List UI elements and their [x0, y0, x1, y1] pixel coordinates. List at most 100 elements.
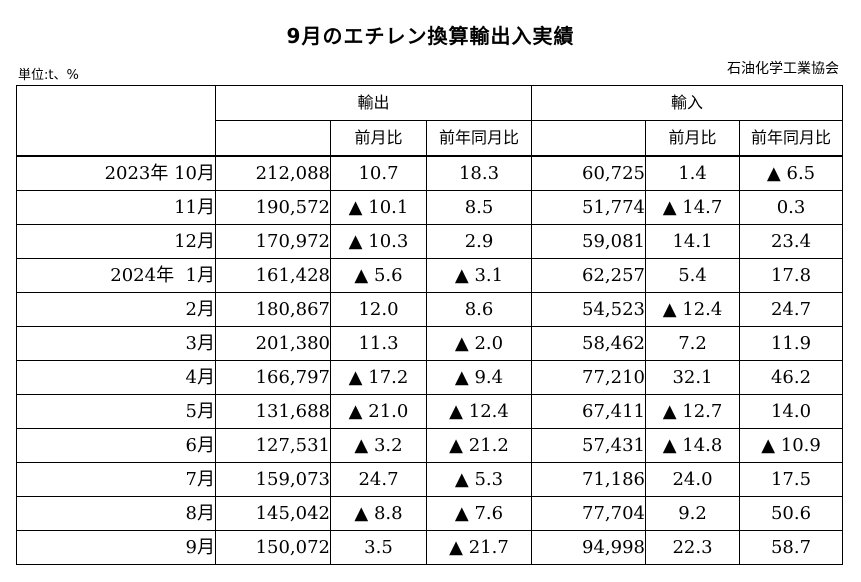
- import-volume-cell: 67,411: [531, 394, 647, 429]
- export-volume-cell: 150,072: [215, 530, 331, 565]
- header-row-subs: 前月比 前年同月比 前月比 前年同月比: [17, 120, 844, 157]
- export-mom-cell: ▲ 10.1: [330, 190, 427, 225]
- import-mom-cell: 7.2: [645, 326, 741, 361]
- import-mom-cell: ▲ 14.7: [645, 190, 741, 225]
- export-mom-cell: ▲ 21.0: [330, 394, 427, 429]
- table-row: 9月 150,072 3.5 ▲ 21.7 94,998 22.3 58.7: [16, 530, 844, 565]
- period-cell: 9月: [16, 530, 216, 565]
- export-volume-cell: 145,042: [215, 496, 331, 531]
- table-row: 2024年 1月 161,428 ▲ 5.6 ▲ 3.1 62,257 5.4 …: [16, 258, 844, 293]
- period-cell: 7月: [16, 462, 216, 497]
- import-volume-cell: 62,257: [531, 258, 647, 293]
- export-volume-cell: 159,073: [215, 462, 331, 497]
- export-yoy-cell: 8.6: [425, 292, 533, 327]
- import-yoy-cell: 17.5: [739, 462, 844, 497]
- table-row: 4月 166,797 ▲ 17.2 ▲ 9.4 77,210 32.1 46.2: [16, 360, 844, 395]
- table-row: 2月 180,867 12.0 8.6 54,523 ▲ 12.4 24.7: [16, 292, 844, 327]
- export-yoy-cell: ▲ 21.7: [425, 530, 533, 565]
- export-mom-cell: 11.3: [330, 326, 427, 361]
- period-cell: 2月: [16, 292, 216, 327]
- header-export-volume: [215, 120, 331, 157]
- import-mom-cell: 32.1: [645, 360, 741, 395]
- header-export-mom: 前月比: [330, 120, 427, 157]
- import-yoy-cell: 58.7: [739, 530, 844, 565]
- import-volume-cell: 58,462: [531, 326, 647, 361]
- table-row: 8月 145,042 ▲ 8.8 ▲ 7.6 77,704 9.2 50.6: [16, 496, 844, 531]
- import-mom-cell: 1.4: [645, 155, 741, 191]
- import-yoy-cell: ▲ 6.5: [739, 155, 844, 191]
- export-mom-cell: ▲ 17.2: [330, 360, 427, 395]
- import-volume-cell: 94,998: [531, 530, 647, 565]
- period-cell: 2023年 10月: [16, 155, 216, 191]
- export-volume-cell: 190,572: [215, 190, 331, 225]
- export-yoy-cell: ▲ 9.4: [425, 360, 533, 395]
- import-volume-cell: 59,081: [531, 224, 647, 259]
- period-cell: 3月: [16, 326, 216, 361]
- period-cell: 12月: [16, 224, 216, 259]
- unit-label: 単位:t、%: [18, 68, 79, 83]
- source-label: 石油化学工業協会: [727, 61, 839, 77]
- table-row: 5月 131,688 ▲ 21.0 ▲ 12.4 67,411 ▲ 12.7 1…: [16, 394, 844, 429]
- import-mom-cell: 14.1: [645, 224, 741, 259]
- import-mom-cell: ▲ 14.8: [645, 428, 741, 463]
- import-yoy-cell: 23.4: [739, 224, 844, 259]
- export-mom-cell: ▲ 3.2: [330, 428, 427, 463]
- export-yoy-cell: ▲ 21.2: [425, 428, 533, 463]
- export-volume-cell: 161,428: [215, 258, 331, 293]
- import-yoy-cell: 17.8: [739, 258, 844, 293]
- export-yoy-cell: ▲ 7.6: [425, 496, 533, 531]
- export-volume-cell: 127,531: [215, 428, 331, 463]
- export-yoy-cell: ▲ 2.0: [425, 326, 533, 361]
- export-mom-cell: 10.7: [330, 155, 427, 191]
- header-import: 輸入: [531, 85, 844, 121]
- import-yoy-cell: ▲ 10.9: [739, 428, 844, 463]
- export-mom-cell: 3.5: [330, 530, 427, 565]
- import-yoy-cell: 50.6: [739, 496, 844, 531]
- table-row: 12月 170,972 ▲ 10.3 2.9 59,081 14.1 23.4: [16, 224, 844, 259]
- import-volume-cell: 77,704: [531, 496, 647, 531]
- export-yoy-cell: ▲ 12.4: [425, 394, 533, 429]
- import-volume-cell: 57,431: [531, 428, 647, 463]
- export-mom-cell: ▲ 10.3: [330, 224, 427, 259]
- export-volume-cell: 212,088: [215, 155, 331, 191]
- table-row: 2023年 10月 212,088 10.7 18.3 60,725 1.4 ▲…: [16, 155, 844, 191]
- export-volume-cell: 131,688: [215, 394, 331, 429]
- period-cell: 4月: [16, 360, 216, 395]
- table-row: 6月 127,531 ▲ 3.2 ▲ 21.2 57,431 ▲ 14.8 ▲ …: [16, 428, 844, 463]
- import-yoy-cell: 24.7: [739, 292, 844, 327]
- import-volume-cell: 51,774: [531, 190, 647, 225]
- import-volume-cell: 60,725: [531, 155, 647, 191]
- import-yoy-cell: 14.0: [739, 394, 844, 429]
- export-yoy-cell: ▲ 5.3: [425, 462, 533, 497]
- import-volume-cell: 77,210: [531, 360, 647, 395]
- import-mom-cell: ▲ 12.7: [645, 394, 741, 429]
- import-mom-cell: 9.2: [645, 496, 741, 531]
- export-volume-cell: 166,797: [215, 360, 331, 395]
- header-period-cell: [16, 85, 216, 157]
- import-yoy-cell: 11.9: [739, 326, 844, 361]
- export-yoy-cell: 18.3: [425, 155, 533, 191]
- export-volume-cell: 180,867: [215, 292, 331, 327]
- import-volume-cell: 54,523: [531, 292, 647, 327]
- export-volume-cell: 201,380: [215, 326, 331, 361]
- header-export: 輸出: [214, 85, 533, 121]
- header-import-yoy: 前年同月比: [739, 120, 844, 157]
- import-mom-cell: ▲ 12.4: [645, 292, 741, 327]
- header-row-groups: 輸出 輸入: [16, 85, 844, 157]
- page-title: 9月のエチレン換算輸出入実績: [286, 24, 575, 48]
- import-yoy-cell: 46.2: [739, 360, 844, 395]
- header-export-yoy: 前年同月比: [425, 120, 533, 157]
- period-cell: 8月: [16, 496, 216, 531]
- export-yoy-cell: 8.5: [425, 190, 533, 225]
- header-import-mom: 前月比: [645, 120, 741, 157]
- import-yoy-cell: 0.3: [739, 190, 844, 225]
- table-row: 3月 201,380 11.3 ▲ 2.0 58,462 7.2 11.9: [16, 326, 844, 361]
- export-mom-cell: ▲ 8.8: [330, 496, 427, 531]
- import-mom-cell: 22.3: [645, 530, 741, 565]
- export-mom-cell: 12.0: [330, 292, 427, 327]
- table-row: 11月 190,572 ▲ 10.1 8.5 51,774 ▲ 14.7 0.3: [16, 190, 844, 225]
- import-mom-cell: 5.4: [645, 258, 741, 293]
- export-yoy-cell: 2.9: [425, 224, 533, 259]
- trade-table: 輸出 輸入 前月比 前年同月比 前月比 前年同月比 2023年 10月 212,…: [16, 85, 844, 565]
- export-yoy-cell: ▲ 3.1: [425, 258, 533, 293]
